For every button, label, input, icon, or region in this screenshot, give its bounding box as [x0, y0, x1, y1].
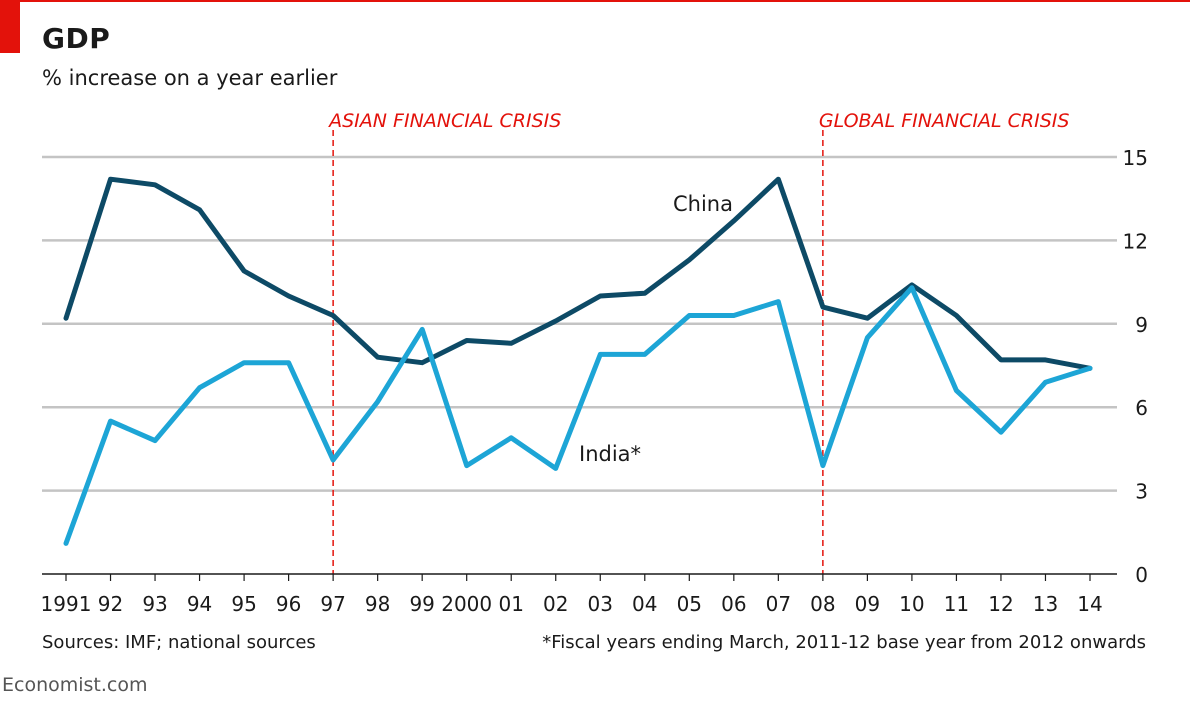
y-tick-label: 3 — [1135, 480, 1148, 504]
x-tick-label: 99 — [409, 592, 434, 616]
crisis-label: GLOBAL FINANCIAL CRISIS — [819, 110, 1070, 132]
x-tick-label: 04 — [632, 592, 657, 616]
india-label: India* — [579, 442, 641, 466]
x-tick-label: 10 — [899, 592, 924, 616]
x-tick-label: 08 — [810, 592, 835, 616]
china-line — [63, 176, 1093, 371]
series-labels: China India* — [579, 192, 733, 466]
gridlines — [42, 155, 1117, 492]
x-tick-label: 94 — [187, 592, 212, 616]
x-tick-label: 01 — [498, 592, 523, 616]
chart-subtitle: % increase on a year earlier — [42, 66, 338, 90]
china-label: China — [673, 192, 733, 216]
x-tick-label: 09 — [855, 592, 880, 616]
x-tick-label: 11 — [944, 592, 969, 616]
x-tick-label: 93 — [142, 592, 167, 616]
x-tick-label: 03 — [588, 592, 613, 616]
x-tick-label: 95 — [231, 592, 256, 616]
india-line — [63, 285, 1093, 546]
x-tick-label: 1991 — [41, 592, 92, 616]
y-tick-labels: 0 3 6 9 12 15 — [1123, 146, 1148, 587]
x-tick-label: 06 — [721, 592, 746, 616]
sources-note: Sources: IMF; national sources — [42, 632, 316, 653]
chart-title: GDP — [42, 22, 111, 55]
x-tick-label: 07 — [766, 592, 791, 616]
y-tick-label: 15 — [1123, 146, 1148, 170]
x-tick-label: 13 — [1033, 592, 1058, 616]
watermark: Economist.com — [2, 674, 148, 696]
x-tick-label: 98 — [365, 592, 390, 616]
x-tick-labels: 1991 92 93 94 95 96 97 98 99 2000 01 02 03 04 05 06 07 08… — [41, 592, 1103, 616]
red-corner-tag — [0, 0, 20, 53]
x-tick-label: 14 — [1077, 592, 1102, 616]
crisis-markers: ASIAN FINANCIAL CRISIS GLOBAL FINANCIAL C… — [327, 110, 1069, 574]
x-tick-label: 97 — [320, 592, 345, 616]
y-tick-label: 6 — [1135, 396, 1148, 420]
x-axis — [42, 573, 1117, 581]
series-lines — [63, 176, 1093, 546]
x-tick-label: 92 — [98, 592, 123, 616]
y-tick-label: 12 — [1123, 229, 1148, 253]
x-tick-label: 12 — [988, 592, 1013, 616]
x-tick-label: 96 — [276, 592, 301, 616]
x-tick-label: 2000 — [441, 592, 492, 616]
y-tick-label: 9 — [1135, 313, 1148, 337]
y-tick-label: 0 — [1135, 563, 1148, 587]
crisis-label: ASIAN FINANCIAL CRISIS — [327, 110, 561, 132]
x-tick-label: 05 — [677, 592, 702, 616]
footnote: *Fiscal years ending March, 2011-12 base… — [542, 632, 1146, 653]
top-red-rule — [0, 0, 1190, 2]
x-tick-label: 02 — [543, 592, 568, 616]
